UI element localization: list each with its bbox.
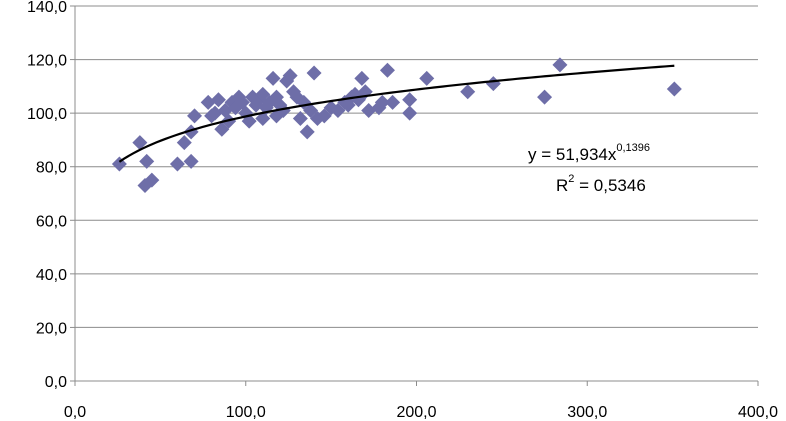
x-tick-labels: 0,0 100,0 200,0 300,0 400,0 bbox=[64, 381, 778, 421]
y-tick-label: 80,0 bbox=[36, 160, 67, 177]
data-point bbox=[666, 81, 682, 97]
equation-main: y = 51,934x bbox=[528, 145, 617, 164]
data-point bbox=[402, 105, 418, 121]
data-point bbox=[552, 57, 568, 73]
r-squared-label: R2 = 0,5346 bbox=[556, 173, 646, 195]
x-tick-label: 400,0 bbox=[738, 404, 778, 421]
data-point bbox=[207, 105, 223, 121]
y-tick-labels: 0,0 20,0 40,0 60,0 80,0 100,0 120,0 140,0 bbox=[27, 0, 75, 391]
y-tick-label: 120,0 bbox=[27, 53, 67, 70]
data-point bbox=[292, 111, 308, 126]
equation-label: y = 51,934x0,1396 bbox=[528, 142, 650, 164]
axes bbox=[74, 6, 758, 382]
data-point bbox=[460, 84, 476, 100]
data-point bbox=[402, 92, 418, 108]
data-point bbox=[176, 135, 192, 151]
data-point bbox=[354, 70, 370, 86]
data-point bbox=[139, 153, 155, 169]
data-point bbox=[419, 70, 435, 86]
data-point bbox=[144, 172, 160, 188]
data-point bbox=[200, 94, 216, 110]
y-tick-label: 140,0 bbox=[27, 0, 67, 16]
x-tick-label: 0,0 bbox=[64, 404, 86, 421]
x-tick-label: 200,0 bbox=[396, 404, 436, 421]
x-tick-label: 100,0 bbox=[226, 404, 266, 421]
data-point bbox=[385, 94, 401, 110]
data-point bbox=[282, 68, 298, 84]
data-points bbox=[111, 57, 682, 193]
data-point bbox=[183, 124, 199, 140]
data-point bbox=[132, 135, 148, 151]
r-squared-symbol: R bbox=[556, 176, 568, 195]
data-point bbox=[299, 124, 315, 140]
equation-exponent: 0,1396 bbox=[616, 142, 650, 154]
data-point bbox=[537, 89, 553, 105]
y-tick-label: 20,0 bbox=[36, 320, 67, 337]
y-tick-label: 0,0 bbox=[45, 374, 67, 391]
r-squared-value: = 0,5346 bbox=[574, 176, 645, 195]
data-point bbox=[275, 102, 291, 118]
data-point bbox=[169, 156, 185, 172]
data-point bbox=[210, 92, 226, 108]
data-point bbox=[306, 65, 322, 81]
y-tick-label: 40,0 bbox=[36, 267, 67, 284]
data-point bbox=[265, 70, 281, 86]
data-point bbox=[187, 108, 203, 124]
data-point bbox=[361, 102, 377, 118]
y-tick-label: 60,0 bbox=[36, 213, 67, 230]
data-point bbox=[183, 153, 199, 169]
data-point bbox=[374, 94, 390, 110]
r-squared-exponent: 2 bbox=[568, 173, 574, 185]
y-tick-label: 100,0 bbox=[27, 106, 67, 123]
data-point bbox=[485, 76, 501, 92]
trendline bbox=[118, 64, 675, 163]
x-tick-label: 300,0 bbox=[567, 404, 607, 421]
data-point bbox=[379, 62, 395, 78]
